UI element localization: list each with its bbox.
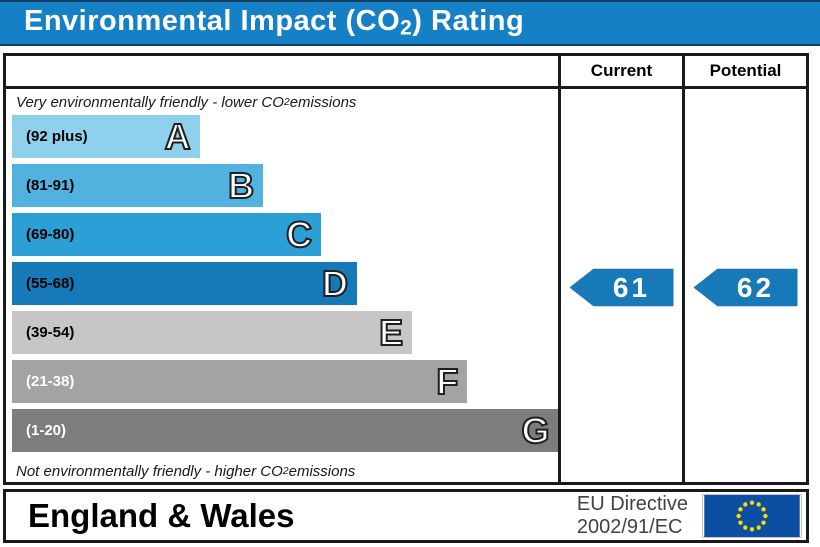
eu-directive-line1: EU Directive: [576, 493, 688, 515]
note-bottom: Not environmentally friendly - higher CO…: [16, 462, 356, 480]
band-letter: D: [321, 262, 349, 304]
band-range: (1-20): [26, 422, 67, 439]
band-letter: G: [520, 409, 550, 451]
current-column-header: Current: [558, 56, 682, 86]
band-row-a: (92 plus) A: [12, 115, 200, 158]
potential-value-column: 62: [682, 89, 806, 482]
region-label: England & Wales: [28, 497, 295, 534]
potential-rating-value: 62: [736, 271, 775, 303]
eu-directive-line2: 2002/91/EC: [576, 516, 683, 538]
band-row-b: (81-91) B: [12, 164, 264, 207]
band-row-g: (1-20) G: [12, 409, 558, 452]
band-range: (21-38): [26, 373, 75, 390]
band-row-e: (39-54) E: [12, 311, 413, 354]
band-letter: A: [164, 115, 192, 157]
band-letter: F: [435, 360, 459, 402]
band-row-c: (69-80) C: [12, 213, 322, 256]
band-letter: C: [285, 213, 313, 255]
eu-directive-label: EU Directive 2002/91/EC: [577, 493, 688, 539]
page-title: Environmental Impact (CO2) Rating: [24, 5, 525, 40]
rating-table: Current Potential Very environmentally f…: [3, 53, 809, 485]
current-rating-value: 61: [612, 271, 651, 303]
current-rating-arrow: 61: [569, 268, 674, 307]
title-bar: Environmental Impact (CO2) Rating: [0, 0, 820, 46]
band-range: (92 plus): [26, 128, 88, 145]
band-row-f: (21-38) F: [12, 360, 468, 403]
note-top: Very environmentally friendly - lower CO…: [16, 93, 357, 111]
title-subscript: 2: [400, 16, 413, 40]
chart-area: Very environmentally friendly - lower CO…: [6, 89, 558, 482]
band-row-d: (55-68) D: [12, 262, 357, 305]
footer-bar: England & Wales EU Directive 2002/91/EC: [3, 489, 809, 543]
potential-column-header: Potential: [682, 56, 806, 86]
table-header-row: Current Potential: [6, 56, 806, 89]
eu-flag-stars: [736, 500, 768, 532]
band-letter: B: [227, 164, 255, 206]
band-range: (69-80): [26, 226, 75, 243]
band-range: (55-68): [26, 275, 75, 292]
band-range: (81-91): [26, 177, 75, 194]
band-range: (39-54): [26, 324, 75, 341]
band-letter: E: [378, 311, 404, 353]
current-value-column: 61: [558, 89, 682, 482]
eu-flag-icon: [702, 494, 802, 538]
header-spacer: [6, 56, 558, 86]
potential-rating-arrow: 62: [693, 268, 798, 307]
table-body-row: Very environmentally friendly - lower CO…: [6, 89, 806, 482]
